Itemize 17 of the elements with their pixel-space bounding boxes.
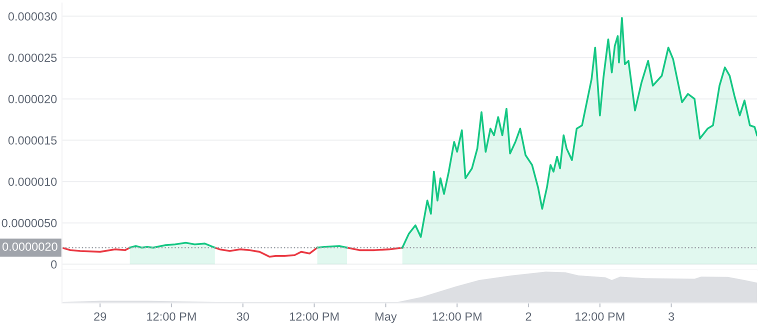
y-tick-label: 0.000020 — [8, 94, 57, 104]
x-tick-label: May — [376, 312, 397, 324]
ref-line-label: 0.0000020 — [2, 242, 58, 251]
x-tick-label: 12:00 PM — [290, 312, 339, 321]
x-tick-label: 3 — [668, 312, 674, 321]
x-tick-label: 30 — [236, 312, 249, 321]
y-tick-label: 0.000010 — [8, 178, 57, 186]
y-tick-label: 0.000030 — [8, 12, 57, 21]
x-tick-label: 2 — [526, 312, 532, 321]
x-tick-label: 12:00 PM — [432, 312, 482, 321]
y-tick-label: 0.000015 — [8, 136, 57, 145]
x-tick-label: 12:00 PM — [147, 312, 196, 321]
y-tick-label: 0.000025 — [8, 54, 57, 62]
y-tick-label: 0.0000050 — [2, 218, 57, 228]
y-tick-label: 0 — [51, 260, 57, 269]
x-tick-label: 29 — [94, 312, 106, 321]
x-tick-label: 12:00 PM — [576, 312, 624, 321]
